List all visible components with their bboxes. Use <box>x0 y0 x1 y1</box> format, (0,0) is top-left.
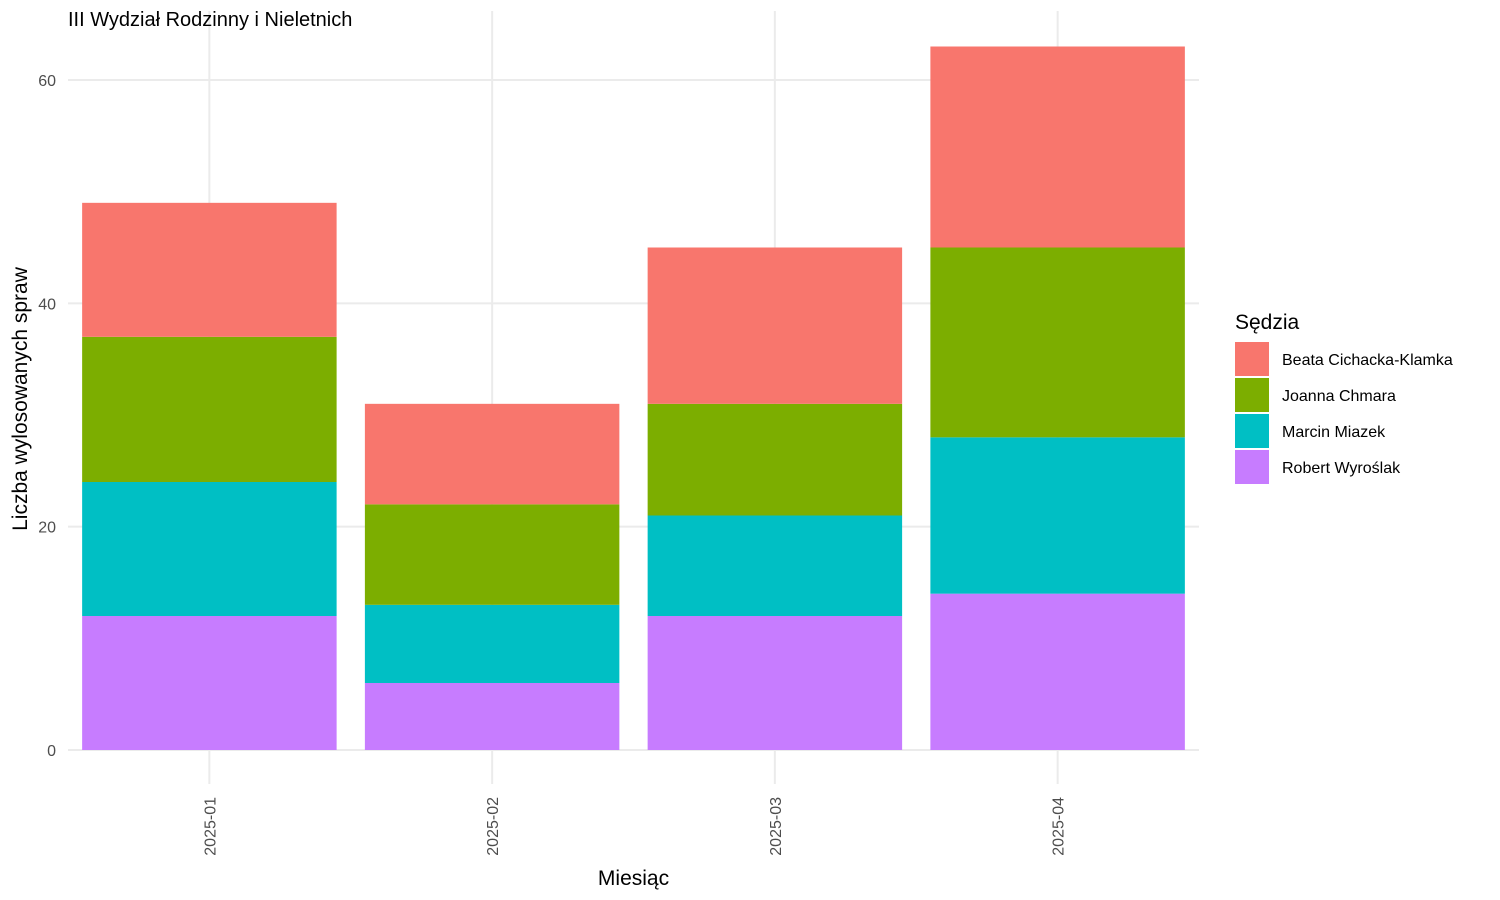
bar-segment <box>364 504 620 605</box>
bar-segment <box>647 515 903 616</box>
x-tick-label: 2025-02 <box>485 797 502 856</box>
bar-segment <box>364 683 620 750</box>
legend-title: Sędzia <box>1235 311 1300 334</box>
legend-key <box>1235 414 1269 448</box>
y-tick-label: 60 <box>38 73 56 90</box>
y-tick-label: 0 <box>47 743 56 760</box>
legend-label: Marcin Miazek <box>1282 424 1386 441</box>
legend-label: Beata Cichacka-Klamka <box>1282 352 1453 369</box>
bar-segment <box>82 202 337 337</box>
bar-segment <box>930 46 1185 248</box>
x-tick-label: 2025-01 <box>202 797 219 856</box>
bar-segment <box>930 437 1185 594</box>
y-axis-title: Liczba wylosowanych spraw <box>9 266 32 531</box>
legend-key <box>1235 378 1269 412</box>
bar-segment <box>930 593 1185 750</box>
legend-items: Beata Cichacka-Klamka Joanna Chmara Marcin… <box>1235 342 1453 484</box>
chart-title: III Wydział Rodzinny i Nieletnich <box>68 9 352 31</box>
legend-label: Robert Wyroślak <box>1282 460 1401 477</box>
x-axis-title: Miesiąc <box>598 867 669 890</box>
legend-label: Joanna Chmara <box>1282 388 1396 405</box>
axis-layer: 0 20 40 60 2025-01 2025-02 2025-03 2025-04 <box>38 73 1067 856</box>
bar-segment <box>364 403 620 505</box>
bars-layer <box>82 46 1185 750</box>
bar-segment <box>647 616 903 750</box>
bar-segment <box>647 403 903 516</box>
bar-segment <box>82 336 337 482</box>
x-tick-label: 2025-04 <box>1051 797 1068 856</box>
bar-segment <box>82 616 337 750</box>
legend: Sędzia Beata Cichacka-Klamka Joanna Chmar… <box>1235 311 1453 484</box>
x-tick-label: 2025-03 <box>768 797 785 856</box>
y-tick-label: 40 <box>38 296 56 313</box>
legend-key <box>1235 450 1269 484</box>
legend-key <box>1235 342 1269 376</box>
y-tick-label: 20 <box>38 520 56 537</box>
bar-segment <box>364 604 620 683</box>
bar-segment <box>647 247 903 404</box>
bar-segment <box>930 247 1185 438</box>
bar-segment <box>82 482 337 616</box>
